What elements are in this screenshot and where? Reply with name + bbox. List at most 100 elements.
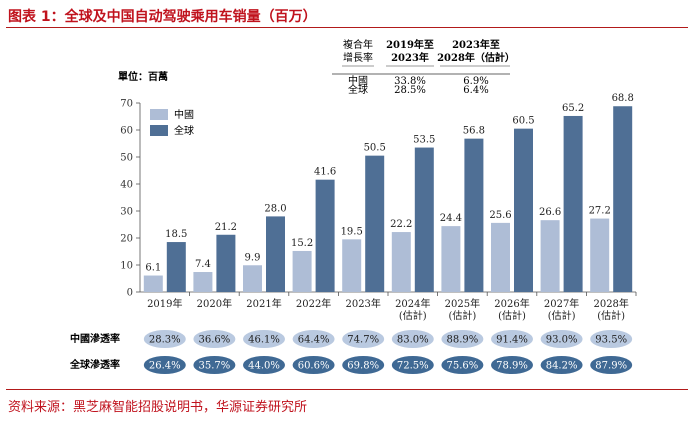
x-tick-note: (估計) <box>399 309 427 322</box>
data-label-global: 41.6 <box>314 167 336 178</box>
cagr-header-period1: 2019年至 <box>386 38 434 51</box>
china-penetration-value: 64.4% <box>298 335 330 346</box>
legend-swatch-global <box>150 125 168 136</box>
x-tick-label: 2024年 <box>395 297 430 310</box>
data-label-china: 7.4 <box>195 259 211 270</box>
data-label-global: 65.2 <box>562 103 584 114</box>
china-penetration-pill <box>590 330 633 348</box>
data-label-global: 50.5 <box>364 143 386 154</box>
china-penetration-pill <box>243 330 285 348</box>
x-tick-label: 2026年 <box>494 297 529 310</box>
bar-global <box>514 128 533 292</box>
penetration-rows: 28.3% 36.6% 46.1% 64.4% 74.7% 83.0% 88.9% 91.4%… <box>143 330 633 374</box>
data-label-china: 24.4 <box>440 213 462 224</box>
x-tick-note: (估計) <box>597 309 625 322</box>
bar-china <box>143 275 163 292</box>
bar-global <box>166 242 186 292</box>
bar-china <box>193 272 213 292</box>
bar-global <box>414 147 434 292</box>
y-tick-label: 10 <box>120 261 133 272</box>
cagr-header-label: 複合年 <box>343 38 373 51</box>
bar-global <box>563 115 583 293</box>
global-penetration-value: 78.9% <box>496 361 528 372</box>
cagr-row-global-label: 全球 <box>348 83 368 96</box>
data-label-china: 15.2 <box>291 238 313 249</box>
global-penetration-value: 75.6% <box>447 361 479 372</box>
bar-china <box>292 250 312 292</box>
china-penetration-value: 28.3% <box>149 335 181 346</box>
bar-global <box>315 179 335 292</box>
data-label-china: 26.6 <box>539 207 561 218</box>
china-penetration-pill <box>143 330 186 348</box>
global-penetration-pill <box>441 356 484 374</box>
china-penetration-value: 93.0% <box>546 335 578 346</box>
bar-china <box>441 226 461 292</box>
global-penetration-value: 87.9% <box>595 361 627 372</box>
cagr-row-china-v2: 6.9% <box>463 76 488 87</box>
data-label-global: 53.5 <box>413 135 435 146</box>
x-tick-note: (估計) <box>548 309 576 322</box>
china-penetration-pill <box>441 330 484 348</box>
y-tick-label: 0 <box>127 288 133 299</box>
bar-china <box>243 265 262 292</box>
cagr-row-global-v2: 6.4% <box>463 85 488 96</box>
global-penetration-pill <box>292 356 335 374</box>
bar-global <box>216 234 236 292</box>
y-tick-label: 20 <box>120 234 133 245</box>
global-penetration-value: 84.2% <box>546 361 578 372</box>
global-penetration-pill <box>590 356 633 374</box>
legend-swatch-china <box>150 109 168 120</box>
cagr-header-period2b: 2028年（估計） <box>437 51 515 64</box>
y-tick-label: 40 <box>120 180 133 191</box>
global-penetration-pill <box>342 356 385 374</box>
data-label-global: 56.8 <box>463 126 485 137</box>
global-penetration-value: 69.8% <box>347 361 379 372</box>
bar-global <box>464 138 484 292</box>
legend-label-china: 中國 <box>174 108 194 121</box>
data-label-china: 9.9 <box>245 252 261 263</box>
global-penetration-value: 60.6% <box>298 361 330 372</box>
data-label-china: 25.6 <box>489 210 511 221</box>
data-label-global: 21.2 <box>215 222 237 233</box>
china-penetration-value: 36.6% <box>199 335 231 346</box>
data-label-global: 60.5 <box>512 116 534 127</box>
y-tick-label: 30 <box>120 207 133 218</box>
figure-title: 图表 1：全球及中国自动驾驶乘用车销量（百万） <box>8 9 317 25</box>
y-tick-label: 70 <box>120 99 133 110</box>
global-penetration-pill <box>143 356 186 374</box>
y-tick-label: 50 <box>120 153 133 164</box>
data-label-china: 22.2 <box>390 219 412 230</box>
bar-china <box>342 239 362 292</box>
global-penetration-value: 26.4% <box>149 361 181 372</box>
legend: 中國 全球 <box>150 108 194 137</box>
source-note: 资料来源：黑芝麻智能招股说明书，华源证券研究所 <box>8 400 308 415</box>
china-penetration-value: 83.0% <box>397 335 429 346</box>
x-tick-label: 2022年 <box>296 297 331 310</box>
global-penetration-pill <box>540 356 583 374</box>
global-penetration-value: 35.7% <box>199 361 231 372</box>
china-penetration-label: 中國滲透率 <box>70 332 120 345</box>
china-penetration-value: 91.4% <box>496 335 528 346</box>
unit-label: 單位：百萬 <box>118 70 168 83</box>
bar-global <box>365 155 385 292</box>
china-penetration-pill <box>540 330 583 348</box>
x-tick-label: 2028年 <box>593 297 628 310</box>
title-rule <box>6 27 688 28</box>
global-penetration-value: 72.5% <box>397 361 429 372</box>
data-label-china: 27.2 <box>589 206 611 217</box>
cagr-header-period2: 2023年至 <box>452 38 500 51</box>
global-penetration-value: 44.0% <box>248 361 280 372</box>
bar-china <box>590 218 610 292</box>
bar-china <box>491 222 510 292</box>
x-tick-label: 2023年 <box>345 297 380 310</box>
data-label-china: 6.1 <box>145 263 161 274</box>
cagr-header-label-2: 增長率 <box>343 51 373 64</box>
y-tick-label: 60 <box>120 126 133 137</box>
global-penetration-label: 全球滲透率 <box>69 358 120 371</box>
legend-label-global: 全球 <box>174 124 194 137</box>
china-penetration-pill <box>292 330 335 348</box>
data-label-global: 28.0 <box>264 203 286 214</box>
cagr-row-china-label: 中國 <box>348 74 368 87</box>
china-penetration-value: 88.9% <box>447 335 479 346</box>
chart-area: 複合年 增長率 2019年至 2023年 2023年至 2028年（估計） 中國… <box>69 38 637 374</box>
